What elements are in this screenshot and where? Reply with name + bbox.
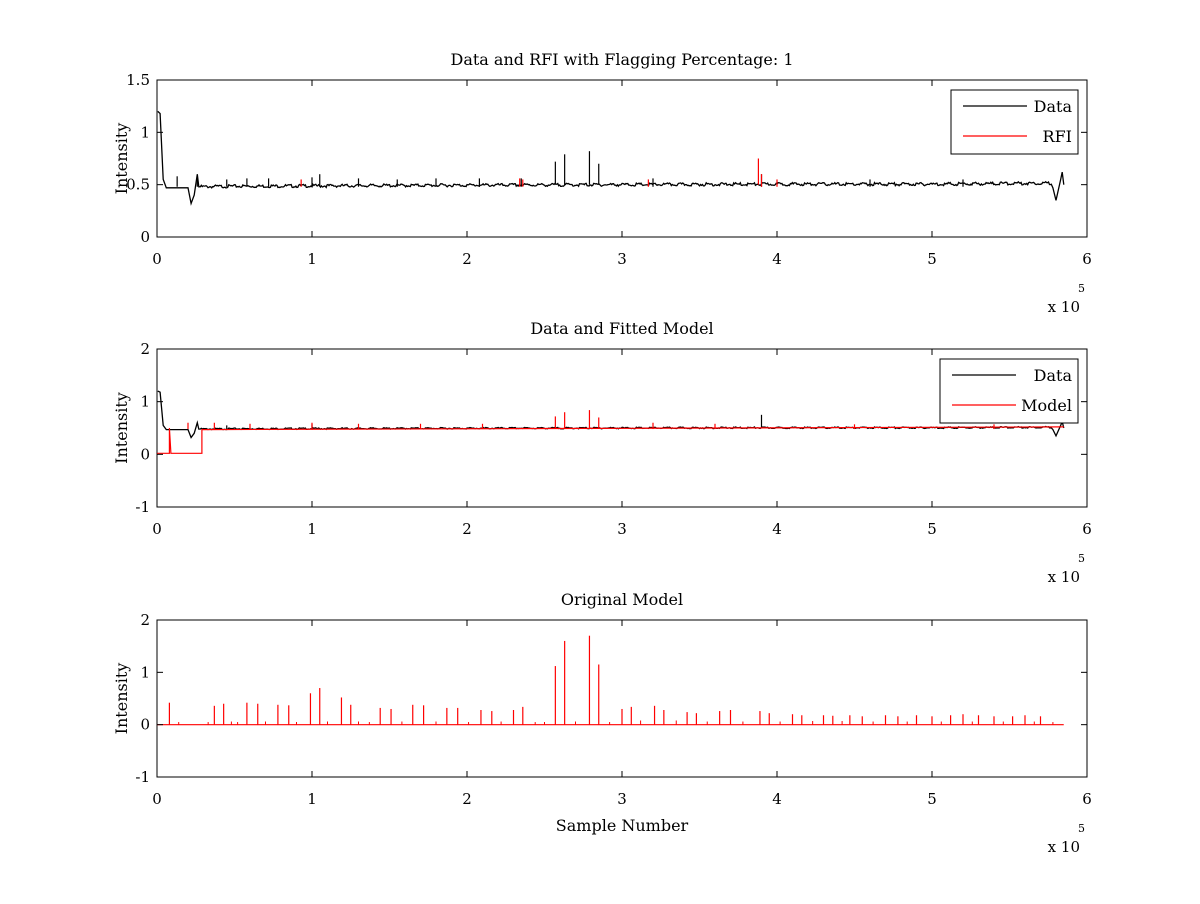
- x-tick-label: 5: [927, 790, 937, 808]
- legend-label: Data: [1034, 366, 1073, 385]
- x-tick-label: 6: [1082, 250, 1092, 268]
- y-tick-label: 0: [140, 445, 150, 463]
- x-tick-label: 1: [307, 250, 317, 268]
- x-tick-label: 0: [152, 790, 162, 808]
- y-tick-label: 2: [140, 611, 150, 629]
- axes-frame: [156, 79, 1088, 238]
- axes-frame: [156, 619, 1088, 778]
- y-tick-label: 0: [140, 228, 150, 246]
- plot-area: [157, 390, 1065, 454]
- chart-1: Data and RFI with Flagging Percentage: 1…: [112, 50, 1092, 316]
- y-tick-label: 2: [140, 340, 150, 358]
- x-multiplier-base: x 10: [1048, 568, 1080, 586]
- y-tick-label: -1: [135, 768, 150, 786]
- x-multiplier-exponent: 5: [1078, 552, 1085, 565]
- plot-area: [157, 110, 1065, 206]
- legend-label: RFI: [1043, 127, 1072, 146]
- y-tick-label: 1: [140, 663, 150, 681]
- x-tick-label: 4: [772, 790, 782, 808]
- chart-title: Original Model: [561, 590, 683, 609]
- legend-box: [950, 89, 1079, 155]
- x-multiplier-base: x 10: [1048, 838, 1080, 856]
- legend-box: [939, 358, 1079, 424]
- plot-area: [157, 635, 1064, 726]
- series-line-data: [157, 390, 1065, 439]
- x-tick-label: 4: [772, 520, 782, 538]
- x-tick-label: 5: [927, 250, 937, 268]
- legend-label: Data: [1034, 97, 1073, 116]
- x-multiplier-exponent: 5: [1078, 822, 1085, 835]
- y-axis-label: Intensity: [112, 123, 131, 195]
- x-tick-label: 3: [617, 520, 627, 538]
- series-line-model: [157, 426, 1064, 454]
- x-tick-label: 1: [307, 790, 317, 808]
- y-tick-label: 1.5: [126, 71, 150, 89]
- x-tick-label: 3: [617, 790, 627, 808]
- x-multiplier-exponent: 5: [1078, 282, 1085, 295]
- legend-label: Model: [1021, 396, 1072, 415]
- x-tick-label: 4: [772, 250, 782, 268]
- x-axis-label: Sample Number: [556, 816, 689, 835]
- x-tick-label: 6: [1082, 520, 1092, 538]
- x-tick-label: 1: [307, 520, 317, 538]
- x-tick-label: 0: [152, 250, 162, 268]
- x-tick-label: 5: [927, 520, 937, 538]
- series-line-data: [157, 110, 1065, 206]
- x-tick-label: 2: [462, 250, 472, 268]
- legend: Data RFI: [950, 89, 1079, 155]
- x-multiplier-base: x 10: [1048, 298, 1080, 316]
- x-tick-label: 3: [617, 250, 627, 268]
- y-tick-label: 0.5: [126, 176, 150, 194]
- y-axis-label: Intensity: [112, 663, 131, 735]
- y-tick-label: -1: [135, 498, 150, 516]
- y-tick-label: 1: [140, 393, 150, 411]
- y-tick-label: 1: [140, 123, 150, 141]
- chart-title: Data and RFI with Flagging Percentage: 1: [450, 50, 793, 69]
- y-tick-label: 0: [140, 716, 150, 734]
- x-tick-label: 0: [152, 520, 162, 538]
- x-tick-label: 2: [462, 520, 472, 538]
- x-tick-label: 6: [1082, 790, 1092, 808]
- chart-title: Data and Fitted Model: [530, 319, 713, 338]
- x-tick-label: 2: [462, 790, 472, 808]
- y-axis-label: Intensity: [112, 392, 131, 464]
- legend: Data Model: [939, 358, 1079, 424]
